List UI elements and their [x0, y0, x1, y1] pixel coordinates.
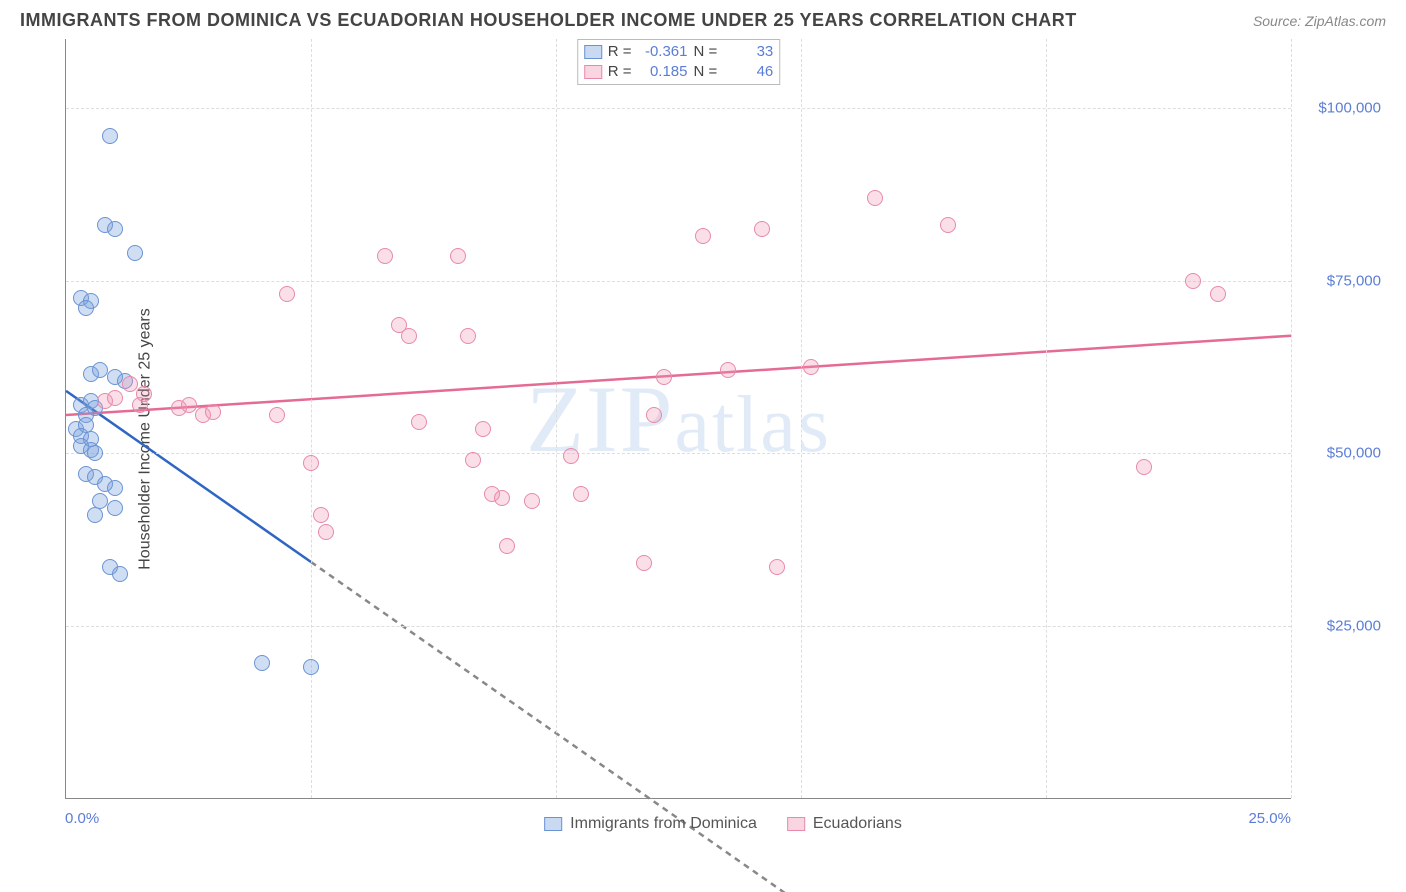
data-point	[107, 221, 123, 237]
data-point	[656, 369, 672, 385]
data-point	[127, 245, 143, 261]
legend-item: Ecuadorians	[787, 815, 902, 833]
y-tick-label: $25,000	[1327, 617, 1381, 634]
data-point	[377, 248, 393, 264]
data-point	[102, 128, 118, 144]
data-point	[636, 555, 652, 571]
data-point	[1210, 286, 1226, 302]
data-point	[107, 480, 123, 496]
data-point	[92, 362, 108, 378]
data-point	[646, 407, 662, 423]
gridline-v	[1291, 39, 1292, 798]
data-point	[122, 376, 138, 392]
data-point	[450, 248, 466, 264]
chart-container: Householder Income Under 25 years ZIPatl…	[55, 39, 1391, 839]
data-point	[465, 452, 481, 468]
data-point	[205, 404, 221, 420]
data-point	[269, 407, 285, 423]
gridline-v	[1046, 39, 1047, 798]
legend-label: Immigrants from Dominica	[570, 815, 757, 833]
gridline-v	[311, 39, 312, 798]
gridline-h	[66, 626, 1291, 627]
data-point	[136, 386, 152, 402]
legend-item: Immigrants from Dominica	[544, 815, 757, 833]
y-tick-label: $75,000	[1327, 272, 1381, 289]
data-point	[254, 655, 270, 671]
data-point	[313, 507, 329, 523]
data-point	[524, 493, 540, 509]
legend-swatch-pink	[787, 817, 805, 831]
gridline-h	[66, 453, 1291, 454]
data-point	[867, 190, 883, 206]
data-point	[803, 359, 819, 375]
plot-area: ZIPatlas R = -0.361 N = 33 R = 0.185 N =…	[65, 39, 1291, 799]
chart-title: IMMIGRANTS FROM DOMINICA VS ECUADORIAN H…	[20, 10, 1077, 31]
data-point	[940, 217, 956, 233]
data-point	[181, 397, 197, 413]
chart-header: IMMIGRANTS FROM DOMINICA VS ECUADORIAN H…	[0, 0, 1406, 39]
x-tick-label: 25.0%	[1248, 810, 1291, 827]
x-tick-label: 0.0%	[65, 810, 99, 827]
data-point	[769, 559, 785, 575]
data-point	[107, 390, 123, 406]
data-point	[303, 659, 319, 675]
data-point	[1136, 459, 1152, 475]
gridline-h	[66, 108, 1291, 109]
data-point	[754, 221, 770, 237]
gridline-h	[66, 281, 1291, 282]
gridline-v	[556, 39, 557, 798]
data-point	[460, 328, 476, 344]
chart-source: Source: ZipAtlas.com	[1253, 13, 1386, 29]
data-point	[720, 362, 736, 378]
data-point	[1185, 273, 1201, 289]
data-point	[78, 300, 94, 316]
data-point	[318, 524, 334, 540]
data-point	[303, 455, 319, 471]
data-point	[494, 490, 510, 506]
legend-label: Ecuadorians	[813, 815, 902, 833]
gridline-v	[801, 39, 802, 798]
data-point	[112, 566, 128, 582]
legend-swatch-blue	[544, 817, 562, 831]
data-point	[87, 507, 103, 523]
data-point	[279, 286, 295, 302]
data-point	[107, 500, 123, 516]
y-tick-label: $100,000	[1318, 100, 1381, 117]
y-tick-label: $50,000	[1327, 445, 1381, 462]
trend-lines	[66, 39, 1291, 798]
data-point	[563, 448, 579, 464]
data-point	[411, 414, 427, 430]
data-point	[573, 486, 589, 502]
legend-series: Immigrants from Dominica Ecuadorians	[544, 815, 902, 833]
data-point	[695, 228, 711, 244]
data-point	[401, 328, 417, 344]
data-point	[475, 421, 491, 437]
data-point	[87, 445, 103, 461]
data-point	[499, 538, 515, 554]
